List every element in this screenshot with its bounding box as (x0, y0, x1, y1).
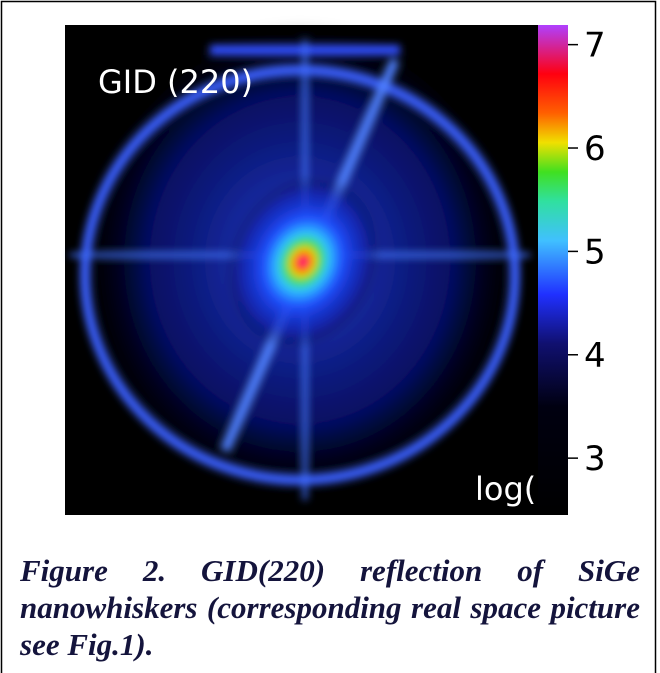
page: GID (220) log(I) 34567 Figure 2. GID(220… (0, 0, 660, 673)
colorbar-tick-label: 5 (584, 232, 606, 272)
colorbar-tick-label: 3 (584, 439, 606, 479)
colorbar-tick-label: 7 (584, 26, 606, 66)
colorbar-tick-label: 4 (584, 336, 606, 376)
colorbar-tick-label: 6 (584, 129, 606, 169)
figure-label: GID (220) (98, 63, 253, 101)
colorbar (538, 25, 568, 515)
caption: Figure 2. GID(220) reflection of SiGe na… (20, 552, 640, 663)
